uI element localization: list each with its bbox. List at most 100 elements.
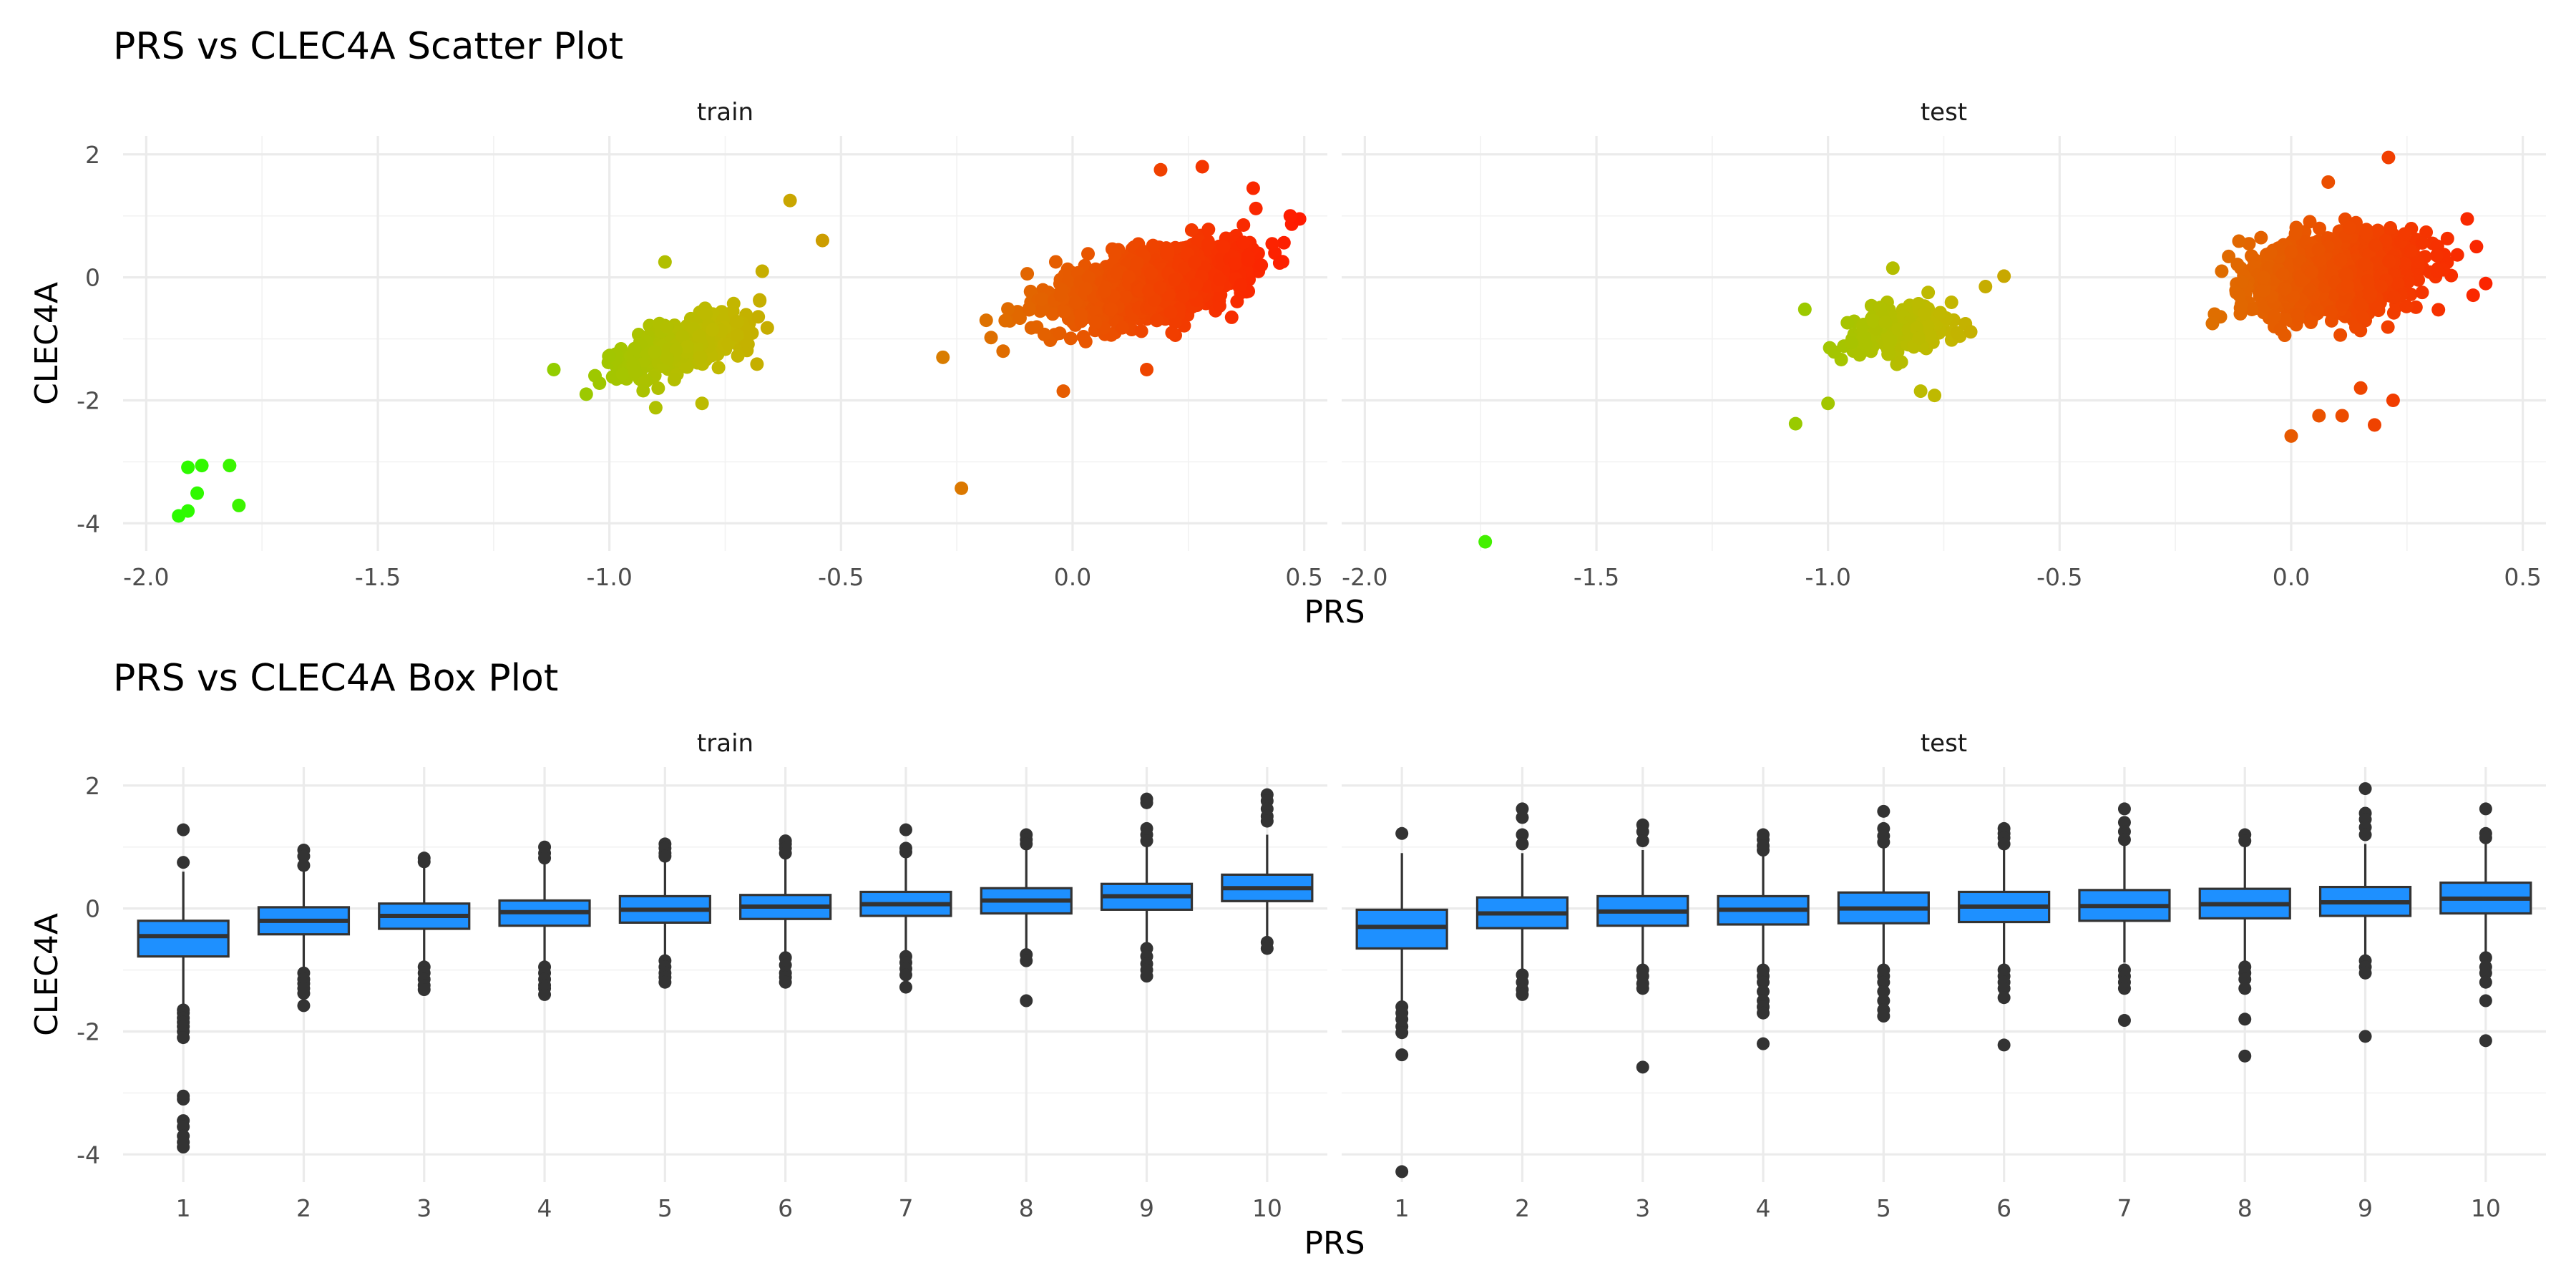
scatter-point — [2419, 225, 2434, 239]
box-outlier — [1395, 1165, 1409, 1179]
scatter-point — [2384, 220, 2398, 235]
box-outlier — [1877, 835, 1890, 849]
scatter-point — [1078, 334, 1093, 348]
scatter-point — [1177, 261, 1191, 275]
box-outlier — [177, 1120, 190, 1133]
scatter-point — [1277, 235, 1291, 250]
box-test-1 — [1355, 826, 1448, 1179]
scatter-point — [547, 363, 561, 377]
scatter-point — [1168, 273, 1182, 287]
box-outlier — [1140, 970, 1153, 983]
scatter-point — [2275, 267, 2290, 281]
box-outlier — [1757, 1037, 1770, 1050]
box-outlier — [2358, 1030, 2372, 1043]
scatter-point — [1246, 181, 1260, 195]
scatter-point — [1272, 256, 1287, 270]
scatter-point — [651, 381, 665, 395]
scatter-point — [602, 349, 616, 364]
x-tick-label: 9 — [1139, 1194, 1154, 1222]
box-outlier — [1877, 994, 1890, 1008]
scatter-point — [1078, 282, 1093, 296]
box-train-9 — [1100, 792, 1194, 983]
scatter-point — [2415, 286, 2429, 300]
scatter-point — [2311, 243, 2326, 257]
scatter-point — [2284, 245, 2298, 259]
box-y-axis-title: CLEC4A — [29, 913, 65, 1036]
scatter-point — [1944, 295, 1958, 309]
scatter-point — [1001, 302, 1015, 316]
scatter-point — [2278, 282, 2292, 296]
box-outlier — [2117, 816, 2131, 829]
scatter-point — [1115, 321, 1129, 335]
box-outlier — [899, 968, 912, 982]
scatter-point — [1153, 280, 1167, 295]
box-outlier — [2479, 975, 2492, 989]
scatter-point — [628, 341, 642, 356]
scatter-point — [1212, 272, 1226, 286]
box-outlier — [2238, 972, 2252, 986]
scatter-point — [2263, 245, 2278, 260]
scatter-point — [2371, 223, 2385, 238]
scatter-point — [1057, 305, 1071, 319]
x-tick-label: -1.0 — [1805, 563, 1850, 591]
scatter-point — [753, 293, 767, 308]
scatter-point — [223, 459, 237, 473]
x-tick-label: -2.0 — [1342, 563, 1387, 591]
box-outlier — [297, 987, 311, 1000]
scatter-point — [2431, 303, 2446, 317]
scatter-point — [1140, 363, 1154, 377]
box-outlier — [297, 859, 311, 872]
scatter-point — [984, 331, 998, 345]
box-outlier — [1757, 844, 1770, 857]
scatter-point — [2333, 328, 2348, 342]
scatter-point — [1201, 238, 1215, 252]
scatter-point — [1191, 234, 1205, 248]
scatter-point — [1153, 162, 1168, 177]
x-tick-label: 4 — [1756, 1194, 1771, 1222]
scatter-point — [592, 376, 607, 390]
box-outlier — [1757, 985, 1770, 998]
scatter-point — [2386, 290, 2401, 304]
box-outlier — [2479, 994, 2492, 1008]
box-outlier — [1757, 1006, 1770, 1020]
x-tick-label: 3 — [416, 1194, 431, 1222]
box-outlier — [779, 975, 792, 989]
box-test-4 — [1717, 828, 1810, 1050]
scatter-point — [1878, 315, 1893, 329]
scatter-point — [675, 329, 690, 343]
x-tick-label: 1 — [1395, 1194, 1410, 1222]
scatter-point — [2469, 240, 2484, 254]
scatter-point — [181, 504, 195, 518]
scatter-point — [660, 351, 675, 366]
scatter-point — [1074, 308, 1088, 322]
box-x-axis-title: PRS — [1304, 1225, 1365, 1262]
x-tick-label: -0.5 — [2036, 563, 2082, 591]
y-tick-label: -2 — [77, 1018, 100, 1045]
box-train-8 — [980, 828, 1073, 1008]
x-tick-label: 1 — [176, 1194, 191, 1222]
scatter-point — [731, 348, 745, 363]
facet-label-train: train — [697, 98, 753, 127]
scatter-point — [2368, 238, 2383, 253]
scatter-panel-train: train -2.0 -1.5 -1.0 -0.5 0.0 0.5 -4 -2 0 2 — [77, 98, 1327, 591]
scatter-point — [1104, 302, 1118, 316]
scatter-point — [1894, 355, 1908, 369]
scatter-point — [2381, 320, 2395, 334]
facet-label-test: test — [1921, 98, 1967, 127]
box-outlier — [2238, 982, 2252, 995]
box-outlier — [1997, 837, 2011, 851]
scatter-point — [1053, 326, 1067, 341]
scatter-point — [1150, 313, 1164, 328]
scatter-point — [660, 320, 674, 334]
scatter-point — [2324, 305, 2338, 319]
scatter-point — [711, 361, 726, 375]
x-tick-label: 8 — [2238, 1194, 2253, 1222]
scatter-point — [755, 264, 769, 278]
box-outlier — [1260, 942, 1274, 955]
scatter-point — [1249, 201, 1263, 215]
box-train-2 — [257, 844, 351, 1013]
scatter-point — [1788, 416, 1802, 431]
y-tick-label: -2 — [77, 386, 100, 414]
scatter-panel-test: test -2.0 -1.5 -1.0 -0.5 0.0 0.5 — [1342, 98, 2546, 591]
scatter-point — [1165, 326, 1179, 340]
